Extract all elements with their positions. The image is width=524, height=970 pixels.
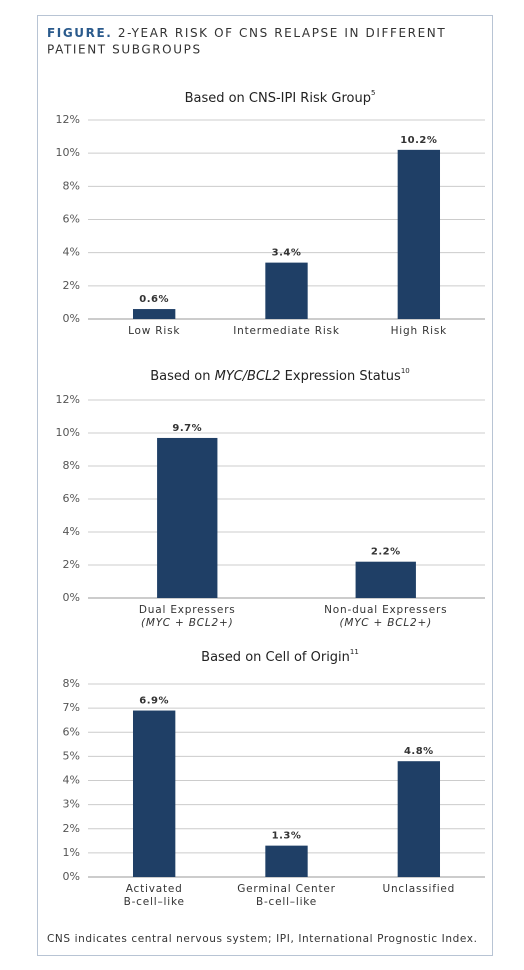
figure-header: FIGURE. 2-YEAR RISK OF CNS RELAPSE IN DI… — [47, 26, 446, 40]
y-tick-label: 12% — [56, 393, 80, 406]
bar — [397, 149, 441, 319]
y-tick-label: 3% — [63, 798, 80, 811]
y-tick-label: 2% — [63, 279, 80, 292]
y-tick-label: 0% — [63, 591, 80, 604]
value-label: 10.2% — [400, 135, 437, 146]
y-tick-label: 4% — [63, 525, 80, 538]
value-label: 3.4% — [272, 248, 302, 259]
y-tick-label: 0% — [63, 312, 80, 325]
bar — [355, 561, 416, 598]
x-tick-label: B-cell–like — [256, 896, 317, 908]
chart-title: Based on CNS-IPI Risk Group5 — [185, 89, 376, 106]
y-tick-label: 6% — [63, 492, 80, 505]
chart-title-part: MYC/BCL2 — [215, 369, 281, 384]
x-tick-label: Activated — [126, 883, 183, 895]
chart-title-part: Based on — [150, 369, 214, 384]
x-tick-label: Dual Expressers — [139, 604, 236, 616]
y-tick-label: 12% — [56, 113, 80, 126]
value-label: 1.3% — [272, 831, 302, 842]
y-tick-label: 10% — [56, 146, 80, 159]
y-tick-label: 2% — [63, 558, 80, 571]
figure-label: FIGURE. — [47, 26, 112, 40]
y-tick-label: 7% — [63, 701, 80, 714]
x-tick-label: (MYC + BCL2+) — [339, 617, 432, 629]
y-tick-label: 8% — [63, 677, 80, 690]
x-tick-label: Low Risk — [128, 325, 180, 337]
x-tick-label: Non-dual Expressers — [324, 604, 447, 616]
footnote: CNS indicates central nervous system; IP… — [47, 933, 478, 945]
value-label: 4.8% — [404, 746, 434, 757]
bar — [132, 710, 176, 877]
chart-title: Based on MYC/BCL2 Expression Status10 — [150, 367, 409, 384]
x-tick-label: Germinal Center — [237, 883, 336, 895]
chart-title-part: Expression Status — [281, 369, 401, 384]
bar — [157, 437, 218, 598]
y-tick-label: 6% — [63, 213, 80, 226]
y-tick-label: 1% — [63, 846, 80, 859]
value-label: 9.7% — [172, 423, 202, 434]
x-tick-label: Intermediate Risk — [233, 325, 340, 337]
y-tick-label: 10% — [56, 426, 80, 439]
bar — [397, 761, 441, 877]
x-tick-label: B-cell–like — [124, 896, 185, 908]
y-tick-label: 4% — [63, 774, 80, 787]
y-tick-label: 4% — [63, 246, 80, 259]
chart-title-part: Based on CNS-IPI Risk Group — [185, 91, 371, 106]
title-note: 5 — [371, 89, 375, 97]
y-tick-label: 6% — [63, 725, 80, 738]
figure-title: PATIENT SUBGROUPS — [47, 43, 202, 57]
x-tick-label: Unclassified — [382, 883, 455, 895]
y-tick-label: 5% — [63, 749, 80, 762]
y-tick-label: 8% — [63, 179, 80, 192]
title-note: 11 — [350, 648, 359, 656]
y-tick-label: 8% — [63, 459, 80, 472]
y-tick-label: 0% — [63, 870, 80, 883]
y-tick-label: 2% — [63, 822, 80, 835]
x-tick-label: High Risk — [391, 325, 448, 337]
bar — [265, 262, 308, 319]
bar — [132, 309, 176, 319]
figure-title: 2-YEAR RISK OF CNS RELAPSE IN DIFFERENT — [118, 26, 446, 40]
chart-title: Based on Cell of Origin11 — [201, 648, 359, 665]
title-note: 10 — [401, 367, 410, 375]
chart-title-part: Based on Cell of Origin — [201, 650, 350, 665]
x-tick-label: (MYC + BCL2+) — [141, 617, 234, 629]
value-label: 2.2% — [371, 547, 401, 558]
bar — [265, 845, 308, 877]
value-label: 6.9% — [139, 696, 169, 707]
value-label: 0.6% — [139, 294, 169, 305]
